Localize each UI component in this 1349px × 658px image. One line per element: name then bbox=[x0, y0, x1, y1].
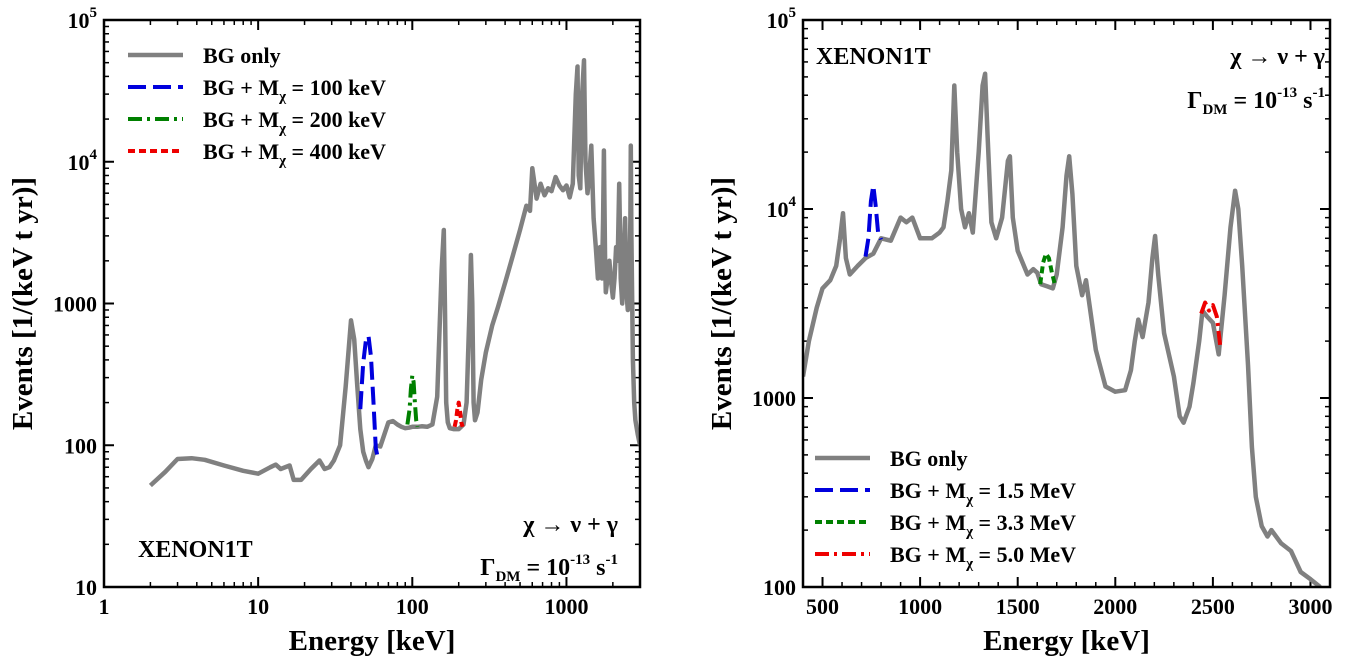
y-tick-label: 1000 bbox=[752, 386, 796, 411]
y-tick-label: 100 bbox=[64, 433, 97, 458]
annotations: XENON1T χ → ν + γ ΓDM = 10-13 s-1 bbox=[138, 512, 618, 585]
plot-area bbox=[803, 71, 1322, 587]
y-tick-label: 105 bbox=[767, 5, 797, 33]
legend-label: BG + Mχ = 400 keV bbox=[203, 139, 386, 169]
legend-label: BG + Mχ = 200 keV bbox=[203, 107, 386, 137]
y-axis-title: Events [1/(keV t yr)] bbox=[7, 177, 39, 430]
series-line-signal-2 bbox=[1038, 251, 1057, 285]
x-tick-label: 10 bbox=[247, 594, 269, 619]
series-line-bg-only bbox=[148, 58, 640, 488]
legend-label: BG + Mχ = 5.0 MeV bbox=[890, 542, 1076, 572]
x-tick-label: 1000 bbox=[544, 594, 588, 619]
y-tick-label: 100 bbox=[763, 575, 796, 600]
x-tick-label: 1500 bbox=[996, 594, 1040, 619]
experiment-label: XENON1T bbox=[816, 44, 931, 70]
y-tick-label: 104 bbox=[68, 147, 98, 175]
chart-panel-2: 100 1000 104 105 500 1000 1500 2000 2500 3000 Ener… bbox=[706, 5, 1332, 657]
series-line-signal-3 bbox=[452, 400, 465, 428]
plot-frame bbox=[801, 18, 1332, 589]
decay-rate-label: ΓDM = 10-13 s-1 bbox=[480, 552, 618, 585]
legend-label: BG only bbox=[890, 446, 968, 471]
plot-area bbox=[148, 58, 640, 488]
legend-label: BG + Mχ = 100 keV bbox=[203, 75, 386, 105]
y-tick-label: 1000 bbox=[53, 292, 97, 317]
x-tick-label: 100 bbox=[396, 594, 429, 619]
y-tick-label: 10 bbox=[75, 575, 97, 600]
experiment-label: XENON1T bbox=[138, 537, 253, 563]
decay-label: χ → ν + γ bbox=[522, 512, 618, 538]
series-line-signal-2 bbox=[405, 373, 420, 428]
x-axis-title: Energy [keV] bbox=[289, 625, 456, 657]
x-tick-label: 3000 bbox=[1288, 594, 1332, 619]
x-tick-label: 2000 bbox=[1093, 594, 1137, 619]
x-tick-label: 1000 bbox=[898, 594, 942, 619]
x-tick-label: 2500 bbox=[1191, 594, 1235, 619]
decay-rate-label: ΓDM = 10-13 s-1 bbox=[1187, 85, 1325, 118]
x-tick-label: 1 bbox=[99, 594, 110, 619]
plot-frame bbox=[102, 18, 642, 589]
legend-label: BG only bbox=[203, 43, 281, 68]
x-tick-label: 500 bbox=[806, 594, 839, 619]
annotations: XENON1T χ → ν + γ ΓDM = 10-13 s-1 bbox=[816, 44, 1325, 118]
series-line-signal-3 bbox=[1199, 300, 1223, 351]
y-axis-title: Events [1/(keV t yr)] bbox=[706, 177, 738, 430]
decay-label: χ → ν + γ bbox=[1229, 44, 1325, 70]
legend-label: BG + Mχ = 1.5 MeV bbox=[890, 478, 1076, 508]
y-tick-label: 105 bbox=[68, 5, 98, 33]
axis-ticks bbox=[103, 19, 641, 588]
y-tick-label: 104 bbox=[767, 194, 797, 222]
tick-labels: 100 1000 104 105 500 1000 1500 2000 2500 3000 bbox=[752, 5, 1332, 619]
x-axis-title: Energy [keV] bbox=[983, 625, 1150, 657]
series-line-signal-1 bbox=[358, 334, 381, 460]
legend-label: BG + Mχ = 3.3 MeV bbox=[890, 510, 1076, 540]
